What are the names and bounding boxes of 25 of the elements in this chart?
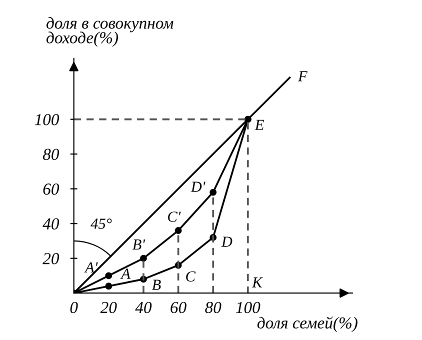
annotation: C' [168, 212, 181, 222]
annotation: D [221, 236, 232, 247]
x-tick-label: 100 [236, 302, 260, 314]
y-tick-label: 100 [34, 114, 60, 126]
annotation: C [186, 271, 196, 282]
y-tick-label: 80 [42, 148, 60, 160]
annotation: A [120, 268, 131, 279]
y-tick-label: 40 [42, 218, 60, 230]
annotation: B' [132, 239, 146, 250]
annotation: A' [84, 262, 98, 272]
x-axis-title: доля семей(%) [257, 316, 358, 332]
annotation: 45° [90, 218, 112, 229]
annotation: B [152, 280, 161, 290]
annotation: E [254, 120, 264, 130]
annotation: D' [190, 182, 206, 192]
annotation: F [298, 71, 308, 82]
x-tick-label: 60 [170, 302, 186, 314]
annotation: K [252, 277, 263, 288]
x-tick-label: 20 [100, 302, 117, 314]
y-axis-title: доля в совокупном доходе(%) [46, 17, 174, 47]
y-tick-label: 20 [42, 253, 60, 264]
x-tick-label: 80 [205, 302, 222, 314]
x-tick-label: 0 [70, 302, 78, 314]
y-tick-label: 60 [43, 184, 60, 195]
x-tick-label: 40 [135, 302, 152, 314]
